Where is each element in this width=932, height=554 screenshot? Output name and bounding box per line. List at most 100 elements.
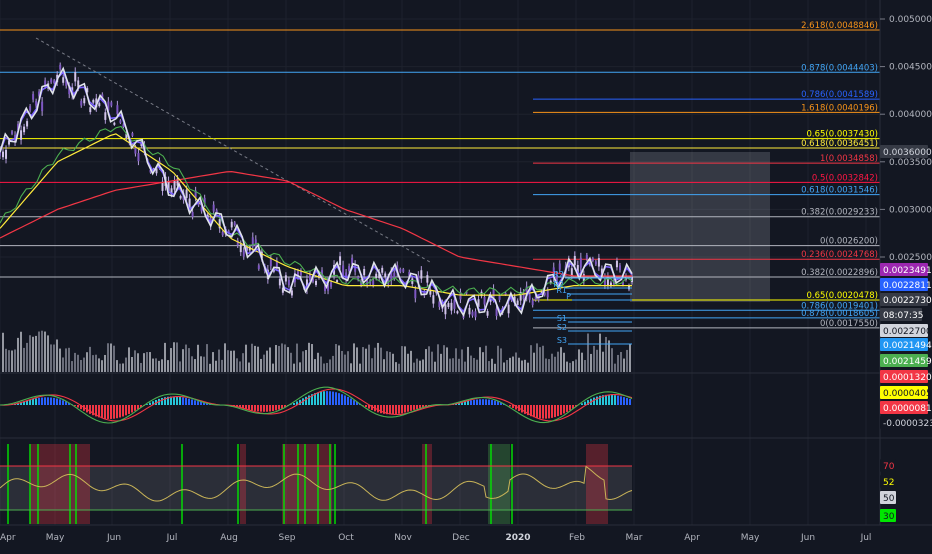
macd-hist-bar — [131, 405, 133, 412]
volume-bar — [218, 350, 220, 372]
position-box-area[interactable] — [630, 152, 770, 302]
price-tag-3: 0.0022730 — [883, 296, 932, 306]
fib-label-9: 0.382(0.0029233) — [801, 208, 878, 218]
macd-hist-bar — [119, 405, 121, 417]
candle-body — [258, 265, 260, 269]
macd-hist-bar — [128, 405, 130, 414]
candle-body — [222, 232, 224, 235]
macd-hist-bar — [323, 391, 325, 405]
macd-hist-bar — [404, 405, 406, 413]
candle-body — [402, 269, 404, 272]
volume-bar — [614, 364, 616, 372]
price-tag-2: 0.0022811 — [883, 281, 932, 291]
position-box[interactable] — [630, 152, 770, 302]
candle-body — [598, 258, 600, 266]
volume-bar — [287, 347, 289, 372]
volume-bar — [2, 333, 4, 372]
macd-hist-bar — [419, 405, 421, 408]
volume-bar — [92, 355, 94, 372]
volume-bar — [464, 362, 466, 372]
candle-body — [372, 281, 374, 286]
volume-bar — [332, 356, 334, 372]
volume-bar — [434, 362, 436, 372]
volume-bar — [524, 360, 526, 372]
candle-body — [487, 311, 489, 316]
macd-hist-bar — [110, 405, 112, 419]
candle-body — [586, 255, 588, 259]
volume-bar — [209, 364, 211, 372]
volume-bar — [182, 349, 184, 372]
macd-hist-bar — [53, 398, 55, 405]
macd-hist-bar — [473, 400, 475, 405]
macd-hist-bar — [413, 405, 415, 410]
candle-body — [592, 258, 594, 261]
candle-body — [616, 261, 618, 267]
volume-bar — [161, 359, 163, 372]
volume-bar — [170, 348, 172, 372]
candle-body — [32, 94, 34, 100]
candle-body — [345, 272, 347, 279]
volume-bar — [38, 332, 40, 372]
candle-body — [517, 301, 519, 305]
candle-body — [574, 256, 576, 265]
candle-body — [499, 295, 501, 300]
candle-body — [471, 312, 473, 316]
macd-tag-2: 0.0000081 — [883, 404, 932, 414]
fib-label-15: 0.878(0.0018605) — [801, 309, 878, 319]
volume-bar — [569, 363, 571, 372]
macd-hist-bar — [185, 398, 187, 405]
candle-body — [80, 101, 82, 106]
candle-body — [137, 153, 139, 161]
macd-hist-bar — [125, 405, 127, 415]
volume-bar — [458, 359, 460, 372]
volume-bar — [509, 358, 511, 372]
volume-bar — [5, 349, 7, 372]
volume-bar — [47, 335, 49, 372]
volume-bar — [203, 357, 205, 372]
macd-hist-bar — [551, 405, 553, 418]
candle-body — [432, 295, 434, 303]
macd-hist-bar — [560, 405, 562, 415]
volume-bar — [128, 347, 130, 372]
macd-hist-bar — [395, 405, 397, 414]
rsi-zone-0 — [30, 444, 90, 524]
volume-bar — [122, 363, 124, 372]
macd-hist-bar — [104, 405, 106, 419]
candle-body — [234, 222, 236, 225]
volume-bar — [95, 355, 97, 372]
candle-body — [426, 275, 428, 283]
volume-bar — [98, 358, 100, 372]
volume-bar — [44, 332, 46, 372]
macd-hist-bar — [188, 399, 190, 405]
volume-bar — [149, 352, 151, 372]
macd-hist-bar — [35, 398, 37, 405]
macd-hist-bar — [629, 399, 631, 405]
macd-hist-bar — [41, 398, 43, 405]
volume-bar — [320, 357, 322, 372]
volume-bar — [467, 347, 469, 372]
candle-body — [384, 273, 386, 277]
volume-bar — [365, 349, 367, 372]
macd-hist-bar — [533, 405, 535, 417]
fib-label-7: 0.5(0.0032842) — [812, 173, 878, 183]
macd-hist-bar — [470, 400, 472, 405]
candle-body — [414, 290, 416, 298]
candle-body — [243, 250, 245, 256]
macd-hist-bar — [377, 405, 379, 412]
macd-hist-bar — [542, 405, 544, 419]
candle-body — [508, 305, 510, 314]
macd-hist-bar — [197, 401, 199, 405]
candle-body — [468, 308, 470, 315]
volume-bar — [269, 347, 271, 372]
macd-hist-bar — [161, 398, 163, 405]
volume-bar — [389, 352, 391, 372]
macd-hist-bar — [278, 405, 280, 410]
candle-body — [2, 152, 4, 158]
macd-hist-bar — [56, 399, 58, 405]
volume-bar — [137, 353, 139, 372]
macd-hist-bar — [320, 392, 322, 405]
price-tag-4: 08:07:35 — [883, 311, 923, 321]
pivot-label-3: P — [566, 292, 571, 301]
